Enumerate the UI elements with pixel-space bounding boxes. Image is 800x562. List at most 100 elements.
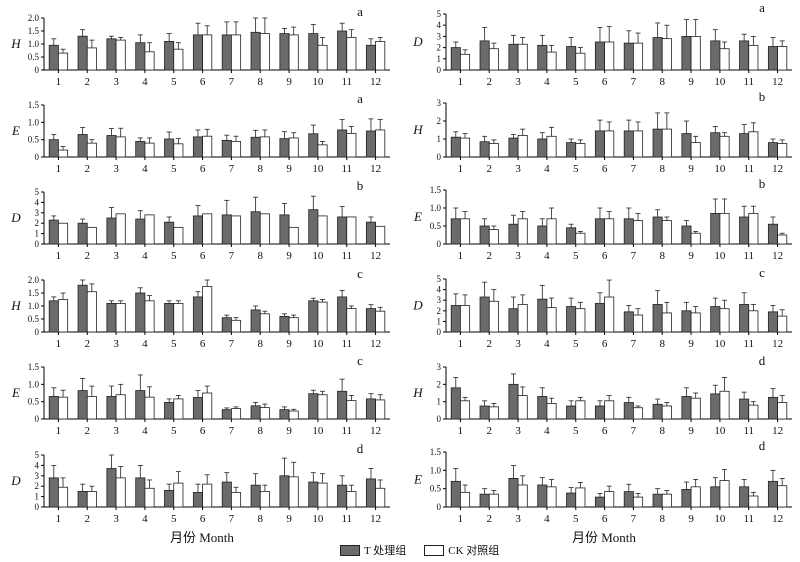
bar-control [748, 44, 759, 71]
x-tick-label: 1 [56, 250, 62, 262]
x-tick-label: 6 [200, 76, 206, 88]
bar-treatment [537, 484, 548, 508]
bar-control [202, 483, 213, 508]
bar-treatment [164, 401, 175, 420]
bar-treatment [594, 218, 605, 245]
x-tick-label: 7 [229, 513, 235, 525]
bar-treatment [623, 311, 634, 333]
bar-control [58, 52, 69, 71]
bar-treatment [767, 223, 778, 245]
x-tick-label: 5 [171, 250, 177, 262]
panel-tag: d [759, 353, 766, 368]
x-tick-label: 2 [487, 425, 493, 437]
bar-control [346, 308, 357, 333]
y-tick-label: 0 [437, 239, 442, 249]
x-tick-label: 7 [229, 163, 235, 175]
x-tick-label: 1 [56, 338, 62, 350]
x-tick-label: 5 [573, 250, 579, 262]
bar-control [86, 226, 97, 245]
x-tick-label: 8 [258, 425, 264, 437]
bar-treatment [566, 142, 577, 158]
bar-control [231, 408, 242, 420]
y-tick-label: 3 [35, 208, 40, 218]
x-tick-label: 8 [660, 338, 666, 350]
x-tick-label: 9 [286, 250, 292, 262]
bar-treatment [308, 300, 319, 333]
bar-control [488, 48, 499, 71]
x-tick-label: 12 [370, 338, 381, 350]
bar-control [375, 225, 386, 245]
bar-control [86, 490, 97, 508]
bar-treatment [250, 31, 261, 71]
bar-control [690, 486, 701, 508]
bar-control [115, 213, 126, 245]
bar-control [259, 213, 270, 245]
bar-treatment [77, 35, 88, 71]
x-tick-label: 3 [515, 425, 521, 437]
bar-control [546, 135, 557, 158]
y-tick-label: 1 [437, 397, 442, 407]
bar-treatment [479, 141, 490, 158]
bar-control [517, 484, 528, 508]
bar-control [517, 395, 528, 420]
x-tick-label: 4 [544, 76, 550, 88]
x-tick-label: 6 [602, 163, 608, 175]
x-tick-label: 12 [370, 513, 381, 525]
x-tick-label: 11 [743, 163, 754, 175]
bar-control [546, 51, 557, 71]
bar-control [115, 136, 126, 158]
bar-control [317, 44, 328, 71]
x-tick-label: 12 [772, 250, 783, 262]
bar-control [86, 142, 97, 158]
y-tick-label: 1.5 [28, 362, 40, 372]
bar-treatment [594, 130, 605, 158]
bar-control [777, 143, 788, 158]
bar-treatment [250, 405, 261, 420]
bar-control [58, 149, 69, 158]
x-tick-label: 7 [631, 250, 637, 262]
x-tick-label: 3 [515, 163, 521, 175]
bar-control [661, 220, 672, 245]
bar-control [633, 314, 644, 333]
bar-control [633, 220, 644, 245]
bar-treatment [767, 46, 778, 71]
x-tick-label: 10 [714, 163, 726, 175]
x-tick-label: 1 [458, 76, 464, 88]
y-tick-label: 3 [437, 31, 442, 41]
bar-control [58, 299, 69, 333]
bar-treatment [250, 484, 261, 508]
x-tick-label: 8 [660, 513, 666, 525]
x-tick-label: 5 [171, 76, 177, 88]
bar-treatment [308, 133, 319, 158]
bar-treatment [537, 225, 548, 245]
x-tick-label: 8 [258, 338, 264, 350]
bar-control [173, 482, 184, 508]
x-tick-label: 5 [573, 163, 579, 175]
bar-control [690, 397, 701, 420]
y-tick-label: 1 [35, 492, 40, 502]
x-tick-label: 6 [200, 513, 206, 525]
x-tick-label: 7 [631, 425, 637, 437]
y-axis-label: H [412, 122, 423, 137]
bar-treatment [537, 298, 548, 333]
x-tick-label: 2 [85, 250, 91, 262]
bar-treatment [479, 40, 490, 71]
bar-control [144, 300, 155, 333]
bar-treatment [48, 219, 59, 245]
bar-treatment [652, 304, 663, 333]
bar-treatment [135, 390, 146, 420]
x-tick-label: 10 [312, 250, 324, 262]
x-tick-label: 7 [229, 425, 235, 437]
x-tick-label: 11 [341, 76, 352, 88]
bar-control [202, 135, 213, 158]
y-tick-label: 0 [437, 65, 442, 75]
bar-treatment [192, 34, 203, 71]
bar-control [546, 307, 557, 333]
bar-treatment [508, 43, 519, 71]
x-tick-label: 9 [286, 425, 292, 437]
x-tick-label: 4 [142, 513, 148, 525]
bar-control [633, 407, 644, 420]
